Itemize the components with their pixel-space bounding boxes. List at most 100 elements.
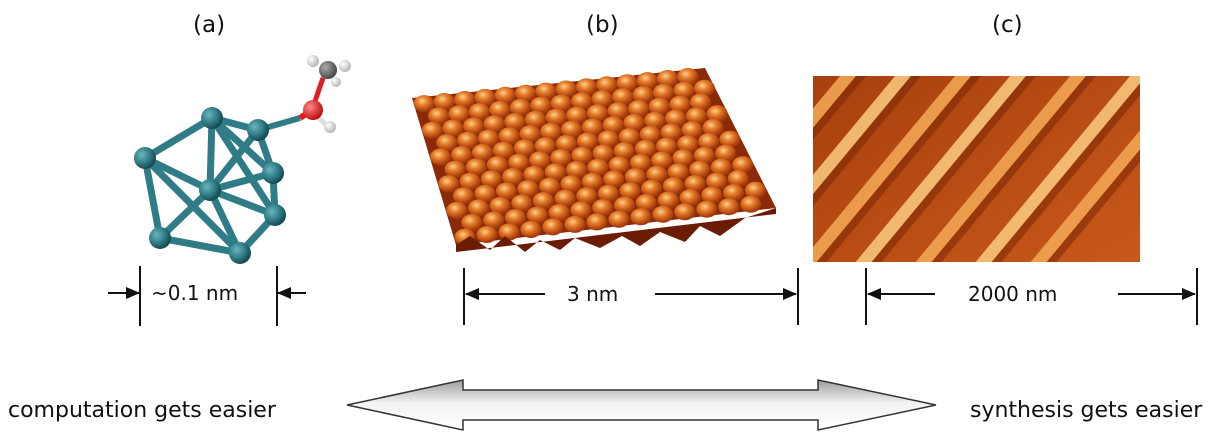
surface-atom <box>550 149 572 167</box>
surface-atom <box>430 148 451 166</box>
surface-atom <box>519 125 541 143</box>
scale-label-a: ~0.1 nm <box>147 281 243 305</box>
scale-label-c: 2000 nm <box>964 282 1062 306</box>
surface-atom <box>576 78 597 96</box>
atomic-surface-image <box>412 68 776 252</box>
surface-atom <box>530 96 552 114</box>
surface-atom <box>592 144 614 162</box>
surface-atom <box>607 102 629 120</box>
surface-atom <box>591 90 613 108</box>
surface-atom <box>504 209 526 226</box>
surface-atom <box>436 134 458 152</box>
terrace-step-shadow <box>931 76 1097 262</box>
surface-atom <box>471 144 493 161</box>
surface-atom <box>653 83 674 101</box>
surface-atom <box>581 118 603 136</box>
surface-atom <box>667 163 689 181</box>
surface-atom <box>444 160 466 178</box>
surface-atom <box>480 170 502 188</box>
surface-atom <box>679 189 701 207</box>
surface-atom <box>597 130 619 148</box>
surface-atom <box>727 170 749 188</box>
surface-atom <box>597 184 619 202</box>
surface-atom <box>684 175 706 192</box>
surface-atom <box>698 133 720 150</box>
surface-atom <box>544 163 566 181</box>
surface-atom <box>523 165 545 183</box>
surface-atom <box>453 187 474 205</box>
surface-atom <box>535 82 557 100</box>
surface-atom <box>677 135 699 153</box>
surface-atom <box>474 88 496 106</box>
surface-atom <box>526 206 548 224</box>
surface-atom <box>608 210 630 228</box>
surface-atom <box>421 121 443 139</box>
surface-atom <box>639 125 661 143</box>
surface-atom <box>532 192 554 210</box>
surface-atom <box>657 70 679 87</box>
surface-atom <box>636 72 658 90</box>
surface-atom <box>685 107 707 125</box>
surface-atom <box>520 221 542 238</box>
surface-atom <box>477 129 499 147</box>
panel-label-a: (a) <box>193 12 226 38</box>
surface-atom <box>428 107 449 125</box>
surface-atom <box>632 86 654 104</box>
terrace-step-shadow <box>991 83 1140 262</box>
surface-atom <box>723 184 745 202</box>
surface-atom <box>545 108 567 126</box>
metal-cluster-molecule <box>134 55 351 264</box>
surface-atom <box>677 68 699 85</box>
surface-atom <box>673 81 695 99</box>
surface-atom <box>581 172 603 190</box>
surface-atom <box>660 123 682 141</box>
surface-atom <box>608 156 630 174</box>
terrace-step-shadow <box>871 76 1037 262</box>
surface-atom <box>571 92 593 110</box>
surface-atom <box>619 182 641 200</box>
terrace-step-shadow <box>813 76 922 207</box>
surface-atom <box>656 137 677 155</box>
surface-atom <box>628 100 650 117</box>
surface-atom <box>706 105 728 123</box>
surface-atom <box>446 201 468 219</box>
terrace-step-edge <box>975 76 1140 262</box>
surface-atom <box>681 121 703 139</box>
surface-atom <box>486 156 508 174</box>
surface-atom <box>662 177 684 195</box>
surface-atom <box>529 151 551 169</box>
scale-bar-a <box>108 266 306 326</box>
surface-atom <box>689 160 711 178</box>
surface-atom <box>651 151 673 169</box>
surface-atom <box>489 101 511 118</box>
panel-label-b: (b) <box>586 12 619 38</box>
surface-atom <box>566 161 587 179</box>
terrace-step-edge <box>1030 130 1140 262</box>
surface-atom <box>719 130 741 148</box>
surface-atom <box>555 134 577 152</box>
surface-atom <box>571 146 593 164</box>
terrace-step-shadow <box>816 76 982 262</box>
surface-atom <box>502 168 524 186</box>
surface-atom <box>646 165 668 183</box>
surface-atom <box>509 98 531 116</box>
surface-atom <box>603 170 625 188</box>
surface-atom <box>693 146 715 164</box>
surface-atom <box>612 88 634 106</box>
surface-atom <box>483 211 505 229</box>
surface-atom <box>564 215 586 233</box>
surface-atom <box>560 175 582 193</box>
surface-atom <box>592 199 614 217</box>
panel-label-c: (c) <box>992 12 1023 38</box>
surface-atom <box>504 113 526 131</box>
surface-atom <box>696 200 718 218</box>
step-terrace-image <box>813 76 1140 262</box>
surface-atom <box>614 196 635 214</box>
surface-atom <box>454 91 476 108</box>
surface-atom <box>602 116 624 134</box>
surface-atom <box>672 149 694 167</box>
surface-atom <box>561 120 583 138</box>
terrace-step-shadow <box>1046 149 1140 262</box>
double-arrow <box>346 379 937 431</box>
surface-atom <box>701 186 723 204</box>
